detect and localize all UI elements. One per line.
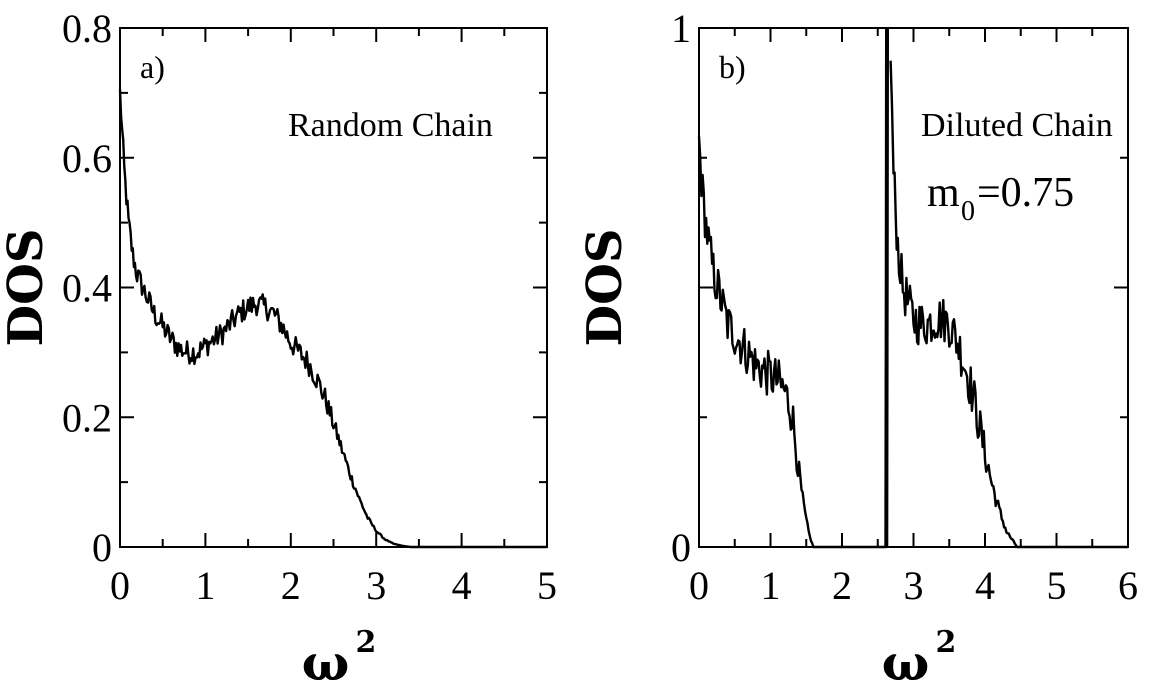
x-tick-label: 3 [366,563,386,608]
dos-curve [884,27,889,548]
y-tick-label: 0.4 [62,266,112,311]
x-tick-label: 2 [832,563,852,608]
dos-curve [697,136,887,549]
x-axis-title: ω [302,633,350,686]
annotation-random-chain: Random Chain [288,107,493,144]
x-tick-label: 3 [904,563,924,608]
y-axis-title: DOS [0,228,54,346]
plot-frame [119,27,548,548]
x-tick-label: 6 [1118,563,1138,608]
x-axis-title-exponent: 2 [936,625,957,660]
annotation-mass-value: =0.75 [977,170,1074,216]
y-tick-label: 0.6 [62,136,112,181]
x-tick-label: 0 [689,563,709,608]
annotation-diluted-chain: Diluted Chain [921,107,1113,144]
plot-frame [698,27,1129,548]
annotation-mass-subscript: 0 [961,196,975,227]
y-tick-label: 0.8 [62,6,112,51]
panel-label: b) [719,49,746,85]
y-tick-label: 0.2 [62,395,112,440]
y-tick-label: 0 [671,525,691,570]
dos-curve [118,89,547,549]
annotation-mass-symbol: m [927,170,960,216]
panel-label: a) [140,49,165,85]
y-axis-title: DOS [577,228,633,346]
x-tick-label: 0 [110,563,130,608]
x-tick-label: 4 [975,563,995,608]
x-axis-title: ω [882,633,930,686]
y-tick-label: 1 [671,6,691,51]
x-tick-label: 4 [452,563,472,608]
x-tick-label: 1 [195,563,215,608]
y-tick-label: 0 [92,525,112,570]
panel-a: 0 1 2 3 4 5 0 0.2 0.4 0.6 0.8 DOS ω 2 a) Random Chain [0,6,557,686]
x-tick-label: 1 [761,563,781,608]
x-tick-label: 2 [281,563,301,608]
x-tick-label: 5 [537,563,557,608]
x-tick-label: 5 [1047,563,1067,608]
dos-curve [889,60,1128,549]
x-axis-title-exponent: 2 [356,625,377,660]
